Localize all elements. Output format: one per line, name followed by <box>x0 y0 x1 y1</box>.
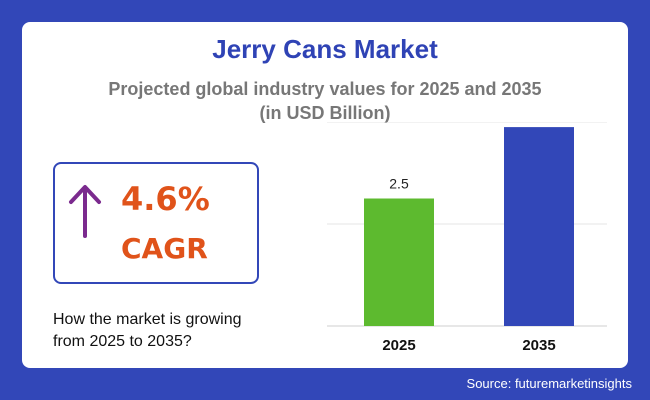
cagr-value: 4.6% <box>121 180 210 218</box>
question-line-2: from 2025 to 2035? <box>53 333 192 350</box>
bar-2025 <box>364 198 434 326</box>
x-tick-label-2035: 2035 <box>522 337 555 354</box>
cagr-label: CAGR <box>121 232 208 265</box>
cagr-box: 4.6% CAGR <box>53 162 259 284</box>
bar-chart: 2.520253.92035 <box>327 122 607 354</box>
arrow-up-icon <box>69 185 101 238</box>
source-note: Source: futuremarketinsights <box>466 376 632 391</box>
chart-subtitle: Projected global industry values for 202… <box>22 77 628 125</box>
x-tick-label-2025: 2025 <box>382 337 415 354</box>
subtitle-line-2: (in USD Billion) <box>259 103 391 123</box>
question-line-1: How the market is growing <box>53 311 242 328</box>
subtitle-line-1: Projected global industry values for 202… <box>108 79 542 99</box>
data-label-2025: 2.5 <box>389 176 409 192</box>
chart-title: Jerry Cans Market <box>212 34 438 64</box>
growth-question: How the market is growing from 2025 to 2… <box>53 309 283 353</box>
bar-2035 <box>504 127 574 326</box>
card: Jerry Cans Market Projected global indus… <box>22 22 628 368</box>
